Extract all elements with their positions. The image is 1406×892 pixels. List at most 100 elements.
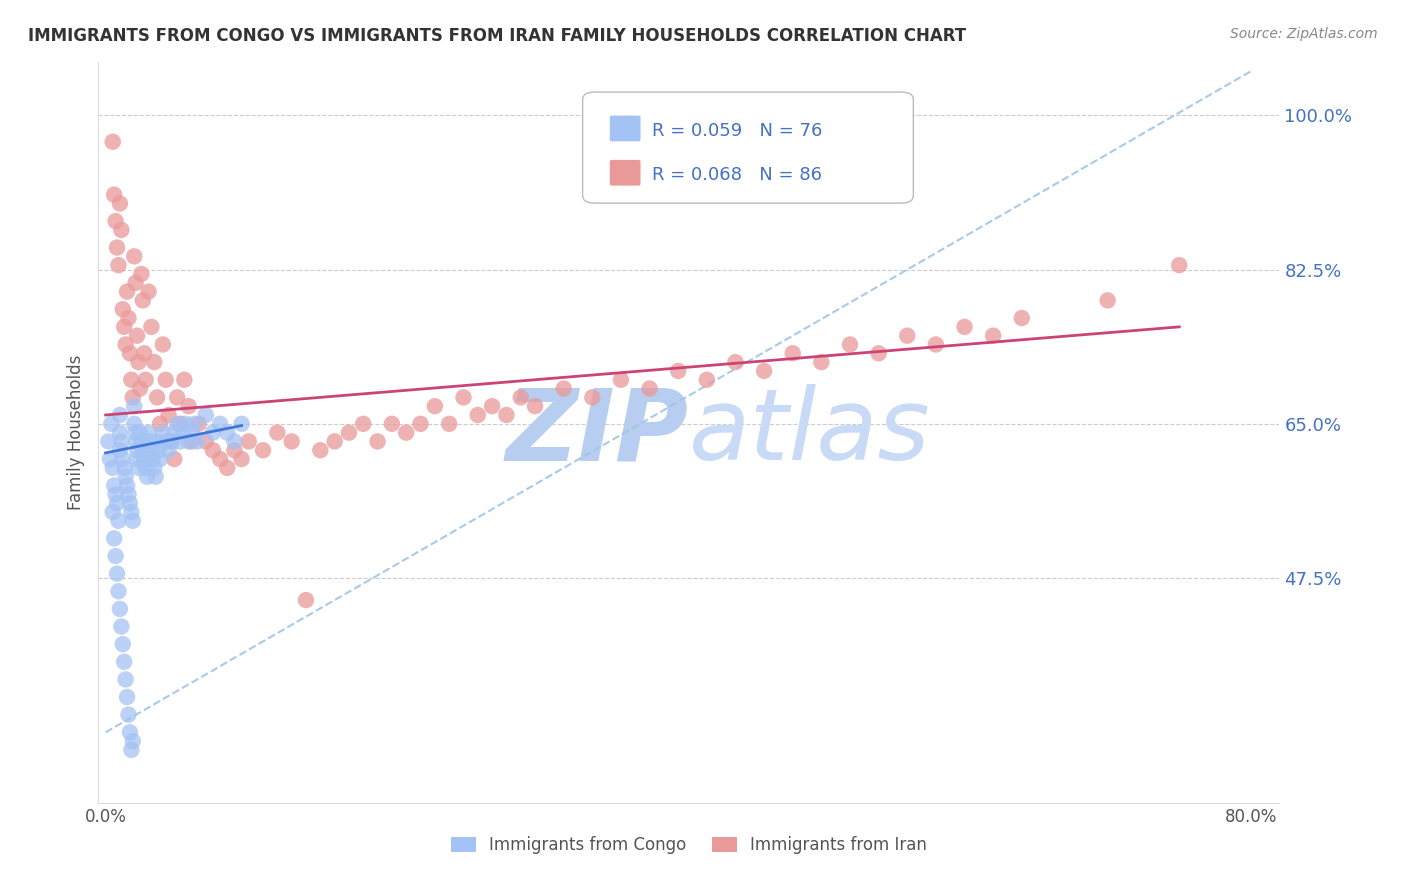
Point [752, 364, 775, 378]
Point [638, 382, 661, 396]
Point [145, 469, 167, 483]
Point [160, 434, 183, 449]
Point [155, 434, 177, 449]
Point [134, 452, 156, 467]
Point [120, 505, 142, 519]
Point [152, 425, 174, 440]
Point [139, 434, 162, 449]
Legend: Immigrants from Congo, Immigrants from Iran: Immigrants from Congo, Immigrants from I… [444, 830, 934, 861]
Point [157, 408, 180, 422]
Point [581, 390, 603, 404]
Point [896, 328, 918, 343]
Point [183, 417, 205, 431]
Point [409, 417, 432, 431]
Point [129, 382, 152, 396]
Point [810, 355, 832, 369]
Point [367, 434, 389, 449]
Point [553, 382, 575, 396]
Point [105, 566, 128, 581]
Point [152, 337, 174, 351]
Text: Source: ZipAtlas.com: Source: ZipAtlas.com [1230, 27, 1378, 41]
Point [120, 373, 142, 387]
Point [108, 602, 131, 616]
Point [125, 452, 148, 467]
Point [117, 707, 139, 722]
Point [141, 319, 163, 334]
Point [524, 399, 547, 413]
Point [108, 425, 131, 440]
Point [143, 355, 166, 369]
Point [121, 514, 143, 528]
Point [309, 443, 332, 458]
Point [120, 743, 142, 757]
Point [142, 452, 165, 467]
Point [107, 584, 129, 599]
Point [1168, 258, 1191, 272]
Point [467, 408, 489, 422]
Point [146, 434, 169, 449]
Point [696, 373, 718, 387]
Point [135, 373, 157, 387]
Point [114, 673, 136, 687]
Point [138, 285, 160, 299]
Point [108, 408, 131, 422]
Point [138, 425, 160, 440]
Point [128, 461, 150, 475]
Point [110, 434, 132, 449]
Point [160, 434, 183, 449]
Point [186, 434, 208, 449]
Point [166, 390, 188, 404]
Point [104, 487, 127, 501]
Point [169, 434, 191, 449]
Point [122, 249, 145, 263]
Point [163, 452, 186, 467]
Point [423, 399, 446, 413]
Point [121, 390, 143, 404]
Point [782, 346, 804, 360]
Point [141, 443, 163, 458]
Point [108, 443, 131, 458]
Point [103, 478, 125, 492]
Point [495, 408, 517, 422]
Point [169, 417, 191, 431]
Point [177, 434, 200, 449]
Point [111, 637, 134, 651]
Point [180, 425, 202, 440]
Y-axis label: Family Households: Family Households [67, 355, 86, 510]
Point [1011, 311, 1033, 326]
Point [166, 417, 188, 431]
Point [112, 461, 135, 475]
Point [173, 373, 195, 387]
FancyBboxPatch shape [610, 116, 641, 141]
Point [953, 319, 976, 334]
Point [395, 425, 418, 440]
Point [115, 478, 138, 492]
Point [252, 443, 274, 458]
Point [149, 452, 172, 467]
Point [238, 434, 260, 449]
Point [337, 425, 360, 440]
Point [112, 655, 135, 669]
Point [217, 425, 239, 440]
Point [187, 417, 209, 431]
Text: atlas: atlas [689, 384, 931, 481]
Point [724, 355, 747, 369]
Point [180, 434, 202, 449]
Point [868, 346, 890, 360]
Point [105, 240, 128, 255]
Point [172, 425, 194, 440]
Point [128, 355, 150, 369]
Point [118, 496, 141, 510]
Point [666, 364, 689, 378]
Point [121, 734, 143, 748]
Point [201, 425, 224, 440]
Point [231, 417, 253, 431]
Point [231, 452, 253, 467]
Point [97, 434, 120, 449]
Text: IMMIGRANTS FROM CONGO VS IMMIGRANTS FROM IRAN FAMILY HOUSEHOLDS CORRELATION CHAR: IMMIGRANTS FROM CONGO VS IMMIGRANTS FROM… [28, 27, 966, 45]
Point [155, 373, 177, 387]
Point [132, 443, 155, 458]
Point [117, 487, 139, 501]
Point [118, 725, 141, 739]
Point [101, 505, 124, 519]
